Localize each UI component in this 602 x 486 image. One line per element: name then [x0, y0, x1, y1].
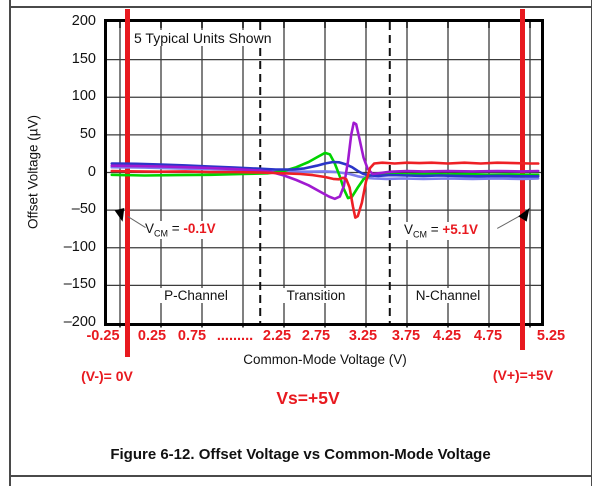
y-tick-label: 0: [87, 163, 96, 180]
vcm-left-subscript: CM: [154, 228, 169, 239]
region-label-transition: Transition: [280, 288, 352, 303]
gridlines: [107, 22, 541, 328]
negative-supply-label: (V-)= 0V: [81, 368, 133, 384]
page-border-bottom: [9, 475, 592, 477]
x-tick-label: 3.75: [391, 328, 421, 344]
page-border-top: [9, 6, 592, 8]
x-tick-label: -0.25: [86, 328, 120, 344]
plot-area: [104, 19, 544, 328]
supply-rail-left-line: [124, 9, 130, 357]
y-tick-label: –100: [63, 238, 96, 255]
page-border-left: [9, 0, 11, 486]
y-tick-label: 150: [71, 50, 96, 67]
vcm-left-equals: =: [168, 221, 184, 236]
vcm-right-annotation: VCM = +5.1V: [402, 222, 481, 240]
figure-caption: Figure 6-12. Offset Voltage vs Common-Mo…: [110, 446, 491, 463]
region-label-p-channel: P-Channel: [158, 288, 234, 303]
supply-voltage-label: Vs=+5V: [276, 388, 340, 408]
vcm-right-value: +5.1V: [442, 222, 479, 237]
x-tick-label: 4.25: [432, 328, 462, 344]
y-tick-label: –200: [63, 314, 96, 330]
x-tick-label: 4.75: [473, 328, 503, 344]
vcm-left-annotation: VCM = -0.1V: [143, 221, 218, 239]
x-tick-label: 0.25: [137, 328, 167, 344]
page-border-right: [590, 0, 593, 486]
y-tick-label: 50: [79, 125, 96, 142]
region-label-n-channel: N-Channel: [409, 288, 487, 303]
x-axis-title: Common-Mode Voltage (V): [243, 352, 407, 367]
y-tick-label: –150: [63, 276, 96, 293]
x-tick-label: 2.25: [262, 328, 292, 344]
positive-supply-label: (V+)=+5V: [492, 367, 554, 383]
x-tick-label: .........: [216, 328, 254, 344]
vcm-right-subscript: CM: [413, 229, 428, 240]
supply-rail-right-line: [519, 9, 525, 350]
vcm-left-value: -0.1V: [183, 221, 216, 236]
x-tick-label: 0.75: [177, 328, 207, 344]
vcm-right-symbol: V: [404, 222, 414, 237]
y-tick-label: –50: [71, 201, 96, 218]
y-tick-label: 200: [71, 13, 96, 29]
x-tick-label: 5.25: [536, 328, 566, 344]
typical-units-note: 5 Typical Units Shown: [131, 30, 275, 46]
vcm-right-equals: =: [427, 222, 443, 237]
y-tick-label: 100: [71, 88, 96, 105]
x-tick-label: 2.75: [301, 328, 331, 344]
vcm-left-symbol: V: [145, 221, 155, 236]
x-tick-label: 3.25: [348, 328, 378, 344]
